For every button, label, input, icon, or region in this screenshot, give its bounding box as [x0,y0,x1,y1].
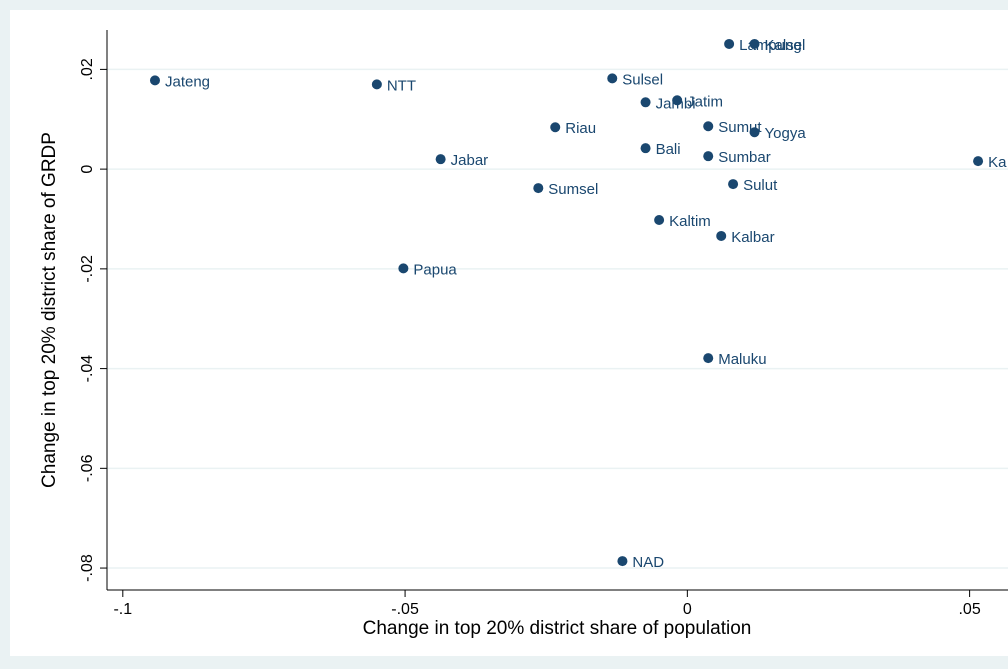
point-label: Kalbar [731,229,774,246]
point-label: NTT [387,77,416,94]
y-tick-label: -.06 [79,454,96,482]
y-tick-label: -.04 [79,355,96,383]
point-label: Jateng [165,73,210,90]
point [550,122,561,133]
point [654,214,665,225]
point-label: Kaltim [669,213,711,230]
point-label: Jatim [687,93,723,110]
point-label: Jabar [451,152,489,169]
point [973,156,984,167]
point [672,95,683,106]
point [149,75,160,86]
point-label: NAD [632,554,664,571]
point [703,151,714,162]
x-tick-label: .05 [958,601,980,618]
y-axis-title: Change in top 20% district share of GRDP [39,132,60,488]
point [749,38,760,49]
point [716,230,727,241]
point [640,143,651,154]
point [640,97,651,108]
point-label: Kalsel [765,37,806,54]
y-tick-label: 0 [79,165,96,174]
point-label: Sulsel [622,71,663,88]
y-tick-label: -.08 [79,554,96,582]
point-label: Maluku [718,351,766,368]
point [398,263,409,274]
point-label: Ka [988,154,1007,171]
point-label: Yogya [765,125,807,142]
point [728,179,739,190]
x-tick-label: -.05 [391,601,419,618]
point-label: Sumbar [718,149,771,166]
x-tick-label: 0 [683,601,692,618]
point-label: Papua [413,261,457,278]
y-tick-label: .02 [79,58,96,80]
x-tick-label: -.1 [113,601,132,618]
y-tick-label: -.02 [79,255,96,283]
point [607,73,618,84]
point [617,556,628,567]
point [749,127,760,138]
point [703,353,714,364]
point [371,79,382,90]
x-axis-title: Change in top 20% district share of popu… [363,618,752,639]
point-label: Sumsel [548,181,598,198]
point-label: Bali [656,141,681,158]
point-label: Sulut [743,177,778,194]
point [435,154,446,165]
plot-background [10,10,1008,656]
point [533,183,544,194]
point [703,121,714,132]
point [724,38,735,49]
point-label: Riau [565,120,596,137]
